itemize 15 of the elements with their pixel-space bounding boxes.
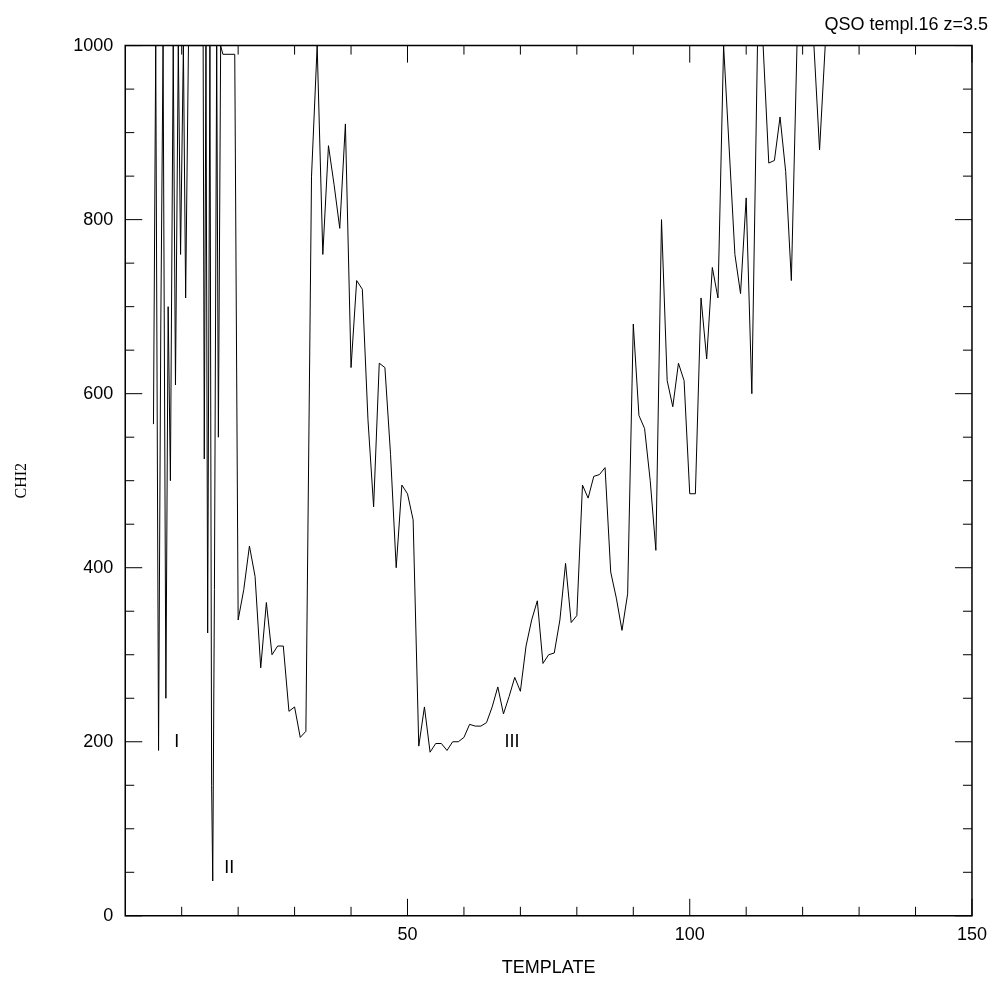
y-tick-label: 400 [83,556,114,577]
x-axis-title: TEMPLATE [501,957,596,978]
annotation: II [224,856,235,877]
y-tick-label: 0 [103,904,114,925]
x-tick-label: 50 [397,923,418,944]
y-tick-label: 600 [83,382,114,403]
x-tick-label: 150 [956,923,988,944]
y-tick-label: 1000 [73,34,114,55]
annotation: I [174,730,180,751]
x-tick-label: 100 [674,923,705,944]
annotation: III [504,730,520,751]
y-tick-label: 200 [83,730,114,751]
y-axis-title: CHI2 [11,462,29,499]
chart-title: QSO templ.16 z=3.5 [824,13,988,34]
y-tick-label: 800 [83,208,114,229]
